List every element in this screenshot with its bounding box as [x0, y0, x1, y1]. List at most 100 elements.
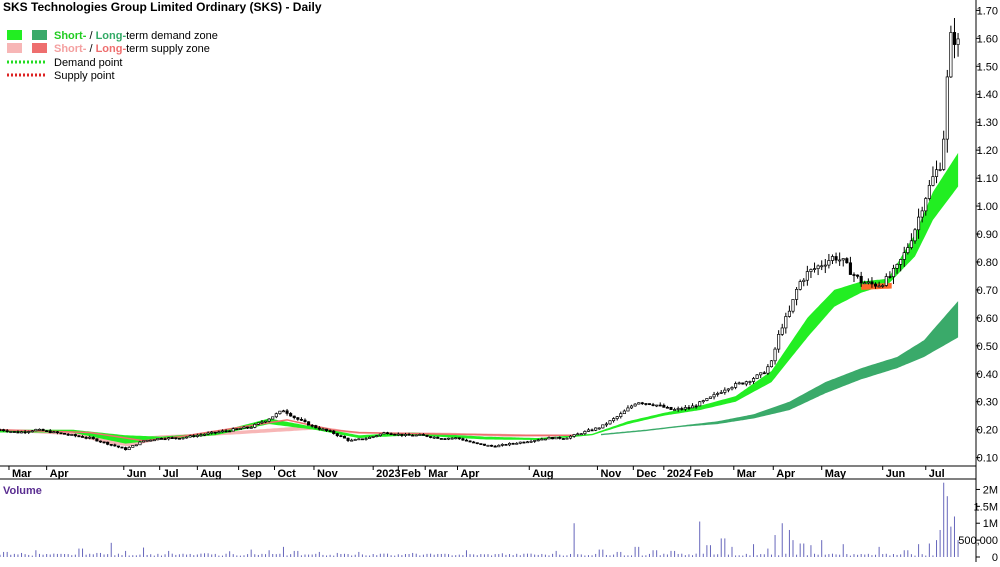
candle-body	[364, 438, 368, 440]
y-tick-label: 0.50	[977, 341, 998, 353]
y-tick-label: 1.10	[977, 173, 998, 185]
candle-body	[210, 431, 214, 434]
candle-body	[601, 424, 605, 429]
candle-body	[838, 259, 842, 262]
candle-body	[403, 434, 408, 436]
candle-body	[346, 437, 350, 441]
candle-body	[149, 439, 153, 442]
candle-body	[647, 403, 652, 405]
candle-body	[414, 434, 418, 437]
x-tick-label: Jun	[886, 468, 906, 480]
x-tick-label: Dec	[636, 468, 656, 480]
candle-body	[712, 394, 716, 398]
candle-body	[461, 438, 465, 441]
candle-body	[59, 432, 63, 435]
x-tick-label: May	[825, 468, 847, 480]
candle-body	[777, 334, 781, 350]
legend-short-demand-swatch	[7, 30, 22, 40]
candle-body	[185, 436, 189, 439]
candle-body	[612, 418, 616, 422]
x-tick-label: Sep	[242, 468, 262, 480]
candle-body	[242, 426, 246, 429]
candle-body	[131, 445, 135, 448]
y-tick-label: 0.20	[977, 425, 998, 437]
candle-body	[680, 408, 684, 410]
x-tick-label: Jun	[127, 468, 147, 480]
candle-body	[77, 435, 81, 438]
candle-body	[472, 441, 476, 444]
candle-body	[558, 436, 562, 439]
legend-supply-point: Supply point	[54, 70, 115, 82]
candle-body	[418, 434, 422, 436]
candle-body	[41, 428, 45, 432]
x-tick-label: Apr	[776, 468, 796, 480]
candle-body	[299, 418, 303, 421]
candle-body	[0, 429, 2, 432]
candle-body	[856, 274, 860, 277]
volume-tick-label: 1.5M	[974, 501, 998, 513]
candle-body	[195, 434, 199, 437]
candle-body	[88, 436, 92, 439]
candle-body	[353, 439, 357, 441]
candle-body	[63, 432, 67, 435]
legend: Short- / Long-term demand zone Short- / …	[7, 30, 218, 82]
candle-body	[823, 264, 827, 267]
candle-body	[705, 398, 709, 401]
candle-body	[310, 424, 314, 427]
candle-body	[482, 443, 486, 446]
candle-body	[37, 428, 42, 431]
candle-body	[888, 276, 892, 278]
candle-body	[396, 433, 400, 436]
candle-body	[156, 438, 160, 441]
y-tick-label: 0.80	[977, 257, 998, 269]
candle-body	[450, 437, 454, 440]
legend-demand-sep: /	[86, 30, 95, 42]
candle-body	[145, 439, 149, 442]
candle-body	[339, 435, 343, 437]
candle-body	[138, 441, 142, 446]
svg-text:Short- / Long-term supply zone: Short- / Long-term supply zone	[54, 43, 210, 55]
candle-body	[766, 366, 770, 374]
candle-body	[902, 252, 906, 260]
candle-body	[694, 405, 698, 408]
x-tick-label: 2024	[667, 468, 692, 480]
candle-body	[504, 444, 508, 446]
candle-body	[640, 402, 644, 405]
y-tick-label: 0.10	[977, 453, 998, 465]
candle-body	[475, 442, 479, 445]
y-tick-label: 1.20	[977, 145, 998, 157]
candle-body	[263, 420, 268, 423]
candle-body	[490, 444, 494, 447]
candle-body	[737, 382, 741, 385]
candle-body	[220, 430, 225, 433]
candle-body	[863, 282, 867, 285]
candle-body	[554, 436, 558, 440]
candle-body	[124, 447, 128, 451]
candle-body	[303, 419, 307, 423]
candle-body	[493, 445, 497, 448]
candle-body	[604, 423, 608, 426]
candle-body	[439, 438, 443, 440]
candle-body	[795, 289, 799, 300]
candle-body	[235, 428, 239, 431]
candle-body	[938, 169, 942, 171]
candle-body	[755, 374, 759, 379]
legend-demand-rest: term demand zone	[126, 30, 218, 42]
candle-body	[830, 256, 835, 261]
candle-body	[464, 439, 469, 442]
candle-body	[852, 274, 856, 276]
candle-body	[698, 401, 702, 407]
candle-body	[446, 437, 451, 440]
y-tick-label: 1.30	[977, 117, 998, 129]
candle-body	[626, 407, 630, 412]
candle-body	[658, 404, 662, 407]
legend-demand-short: Short-	[54, 30, 87, 42]
candle-body	[321, 428, 325, 431]
candle-body	[249, 427, 253, 429]
candle-body	[393, 433, 397, 436]
candle-body	[708, 396, 713, 399]
candle-body	[16, 431, 20, 434]
legend-demand-long: Long-	[96, 30, 127, 42]
volume-label: Volume	[3, 485, 42, 497]
x-tick-label: Nov	[600, 468, 622, 480]
